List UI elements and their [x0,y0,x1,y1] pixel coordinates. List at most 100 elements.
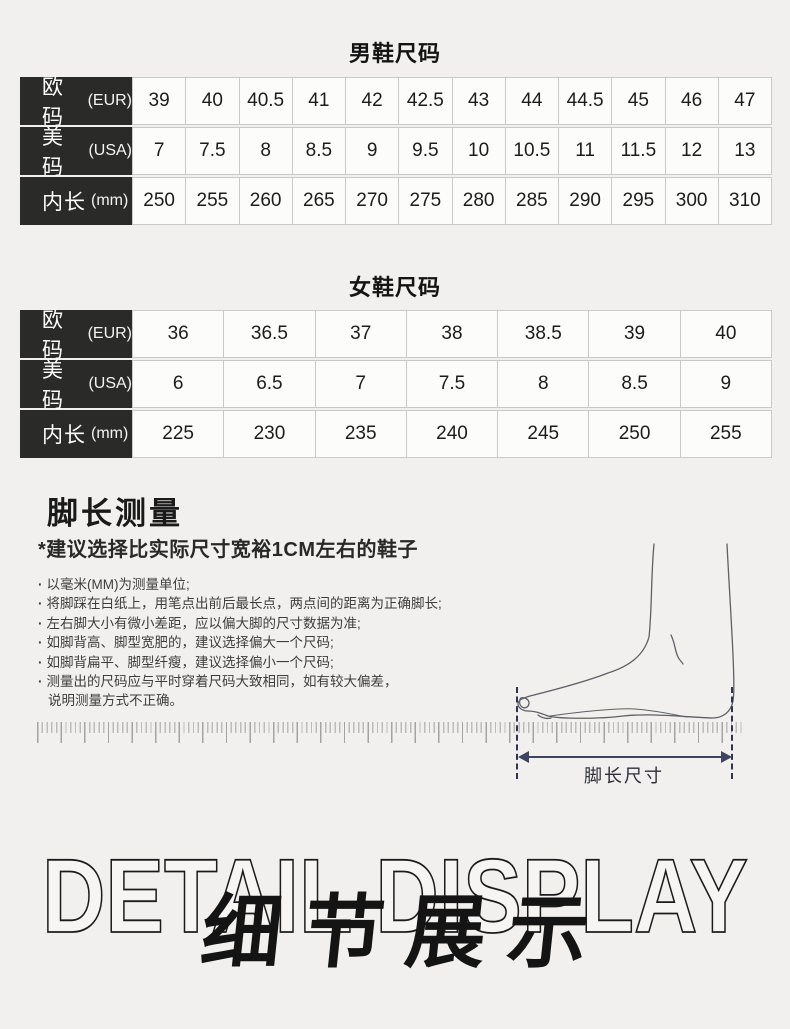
size-cell: 250 [133,178,186,224]
size-cell: 11.5 [612,128,665,174]
size-cell: 45 [612,78,665,124]
size-cell: 255 [680,411,771,457]
size-cell: 41 [292,78,345,124]
size-cell: 6 [133,361,224,407]
size-cell: 235 [315,411,406,457]
row-header-unit: (USA) [88,375,132,392]
detail-display-outline-art: DETAIL DISPLAY [41,852,749,942]
size-cell: 38 [406,311,498,357]
row-header-label: 美码 [42,359,64,412]
size-cell: 7.5 [406,361,498,407]
row-header-label: 内长 [42,191,86,214]
size-cell: 7.5 [186,128,239,174]
size-cell: 47 [718,78,771,124]
table-row-usa: 美码 (USA) 6 6.5 7 7.5 8 8.5 9 [20,359,772,412]
row-header-eur: 欧码 (EUR) [20,309,132,362]
size-cell: 285 [505,178,558,224]
size-cell: 7 [133,128,186,174]
row-header-label: 欧码 [42,309,64,362]
measure-subtitle: *建议选择比实际尺寸宽裕1CM左右的鞋子 [38,539,419,561]
toe-guide-dashed-line [516,687,518,779]
tip-item: 左右脚大小有微小差距，应以偏大脚的尺寸数据为准; [38,614,442,633]
row-header-unit: (EUR) [87,325,132,342]
tip-item: 测量出的尺码应与平时穿着尺码大致相同，如有较大偏差， [38,672,442,691]
row-header-unit: (USA) [88,142,132,159]
tip-item: 如脚背高、脚型宽肥的，建议选择偏大一个尺码; [38,633,442,652]
men-size-title: 男鞋尺码 [348,41,441,66]
size-cell: 10 [452,128,505,174]
size-cell: 36.5 [224,311,315,357]
size-cell: 230 [224,411,315,457]
size-cell: 8 [239,128,292,174]
size-cell: 225 [133,411,224,457]
size-cell: 11 [559,128,612,174]
row-cells-eur: 36 36.5 37 38 38.5 39 40 [132,310,772,358]
size-cell: 10.5 [505,128,558,174]
size-cell: 44.5 [559,78,612,124]
size-cell: 6.5 [224,361,315,407]
size-cell: 265 [292,178,345,224]
row-header-label: 内长 [42,424,86,447]
row-header-length: 内长 (mm) [20,410,132,458]
size-cell: 8.5 [589,361,680,407]
size-cell: 280 [452,178,505,224]
tip-item: 如脚背扁平、脚型纤瘦，建议选择偏小一个尺码; [38,653,442,672]
size-cell: 46 [665,78,718,124]
size-cell: 36 [133,311,224,357]
size-cell: 40.5 [239,78,292,124]
row-header-usa: 美码 (USA) [20,359,132,412]
men-size-table: 欧码 (EUR) 39 40 40.5 41 42 42.5 43 44 44.5 45 46 47 … [20,76,772,227]
foot-length-arrow-icon [518,751,732,763]
row-cells-length: 250 255 260 265 270 275 280 285 290 295 300 310 [132,177,772,225]
row-cells-usa: 7 7.5 8 8.5 9 9.5 10 10.5 11 11.5 12 13 [132,127,772,175]
size-cell: 42 [346,78,399,124]
tip-item: 将脚踩在白纸上，用笔点出前后最长点，两点间的距离为正确脚长; [38,594,442,613]
table-row-usa: 美码 (USA) 7 7.5 8 8.5 9 9.5 10 10.5 11 11.5 12 13 [20,126,772,179]
size-cell: 40 [186,78,239,124]
row-header-eur: 欧码 (EUR) [20,76,132,129]
size-cell: 7 [315,361,406,407]
size-cell: 310 [718,178,771,224]
size-cell: 240 [406,411,498,457]
row-header-label: 美码 [42,126,64,179]
ruler-graphic [37,722,745,743]
row-header-usa: 美码 (USA) [20,126,132,179]
size-cell: 300 [665,178,718,224]
heel-guide-dashed-line [731,687,733,779]
size-cell: 9 [346,128,399,174]
measure-tips-list: 以毫米(MM)为测量单位; 将脚踩在白纸上，用笔点出前后最长点，两点间的距离为正… [38,575,442,711]
size-cell: 13 [718,128,771,174]
size-cell: 37 [315,311,406,357]
tip-item-continuation: 说明测量方式不正确。 [48,693,183,709]
table-row-eur: 欧码 (EUR) 36 36.5 37 38 38.5 39 40 [20,309,772,362]
foot-length-label: 脚长尺寸 [584,766,664,786]
women-size-title: 女鞋尺码 [348,275,441,300]
table-row-length: 内长 (mm) 250 255 260 265 270 275 280 285 290 295 30… [20,177,772,225]
row-header-length: 内长 (mm) [20,177,132,225]
row-header-unit: (mm) [91,425,129,442]
size-cell: 39 [589,311,680,357]
row-cells-usa: 6 6.5 7 7.5 8 8.5 9 [132,360,772,408]
size-cell: 12 [665,128,718,174]
size-cell: 290 [559,178,612,224]
row-cells-length: 225 230 235 240 245 250 255 [132,410,772,458]
size-cell: 39 [133,78,186,124]
size-cell: 9 [680,361,771,407]
size-cell: 43 [452,78,505,124]
size-cell: 9.5 [399,128,452,174]
size-cell: 255 [186,178,239,224]
row-header-unit: (mm) [91,192,129,209]
size-cell: 245 [498,411,589,457]
size-cell: 38.5 [498,311,589,357]
size-cell: 8.5 [292,128,345,174]
women-size-table: 欧码 (EUR) 36 36.5 37 38 38.5 39 40 美码 (USA) 6 6.… [20,309,772,460]
size-cell: 270 [346,178,399,224]
size-cell: 250 [589,411,680,457]
size-cell: 295 [612,178,665,224]
table-row-length: 内长 (mm) 225 230 235 240 245 250 255 [20,410,772,458]
detail-display-text: DETAIL DISPLAY [42,852,748,942]
foot-illustration [517,543,735,720]
size-cell: 40 [680,311,771,357]
size-cell: 275 [399,178,452,224]
